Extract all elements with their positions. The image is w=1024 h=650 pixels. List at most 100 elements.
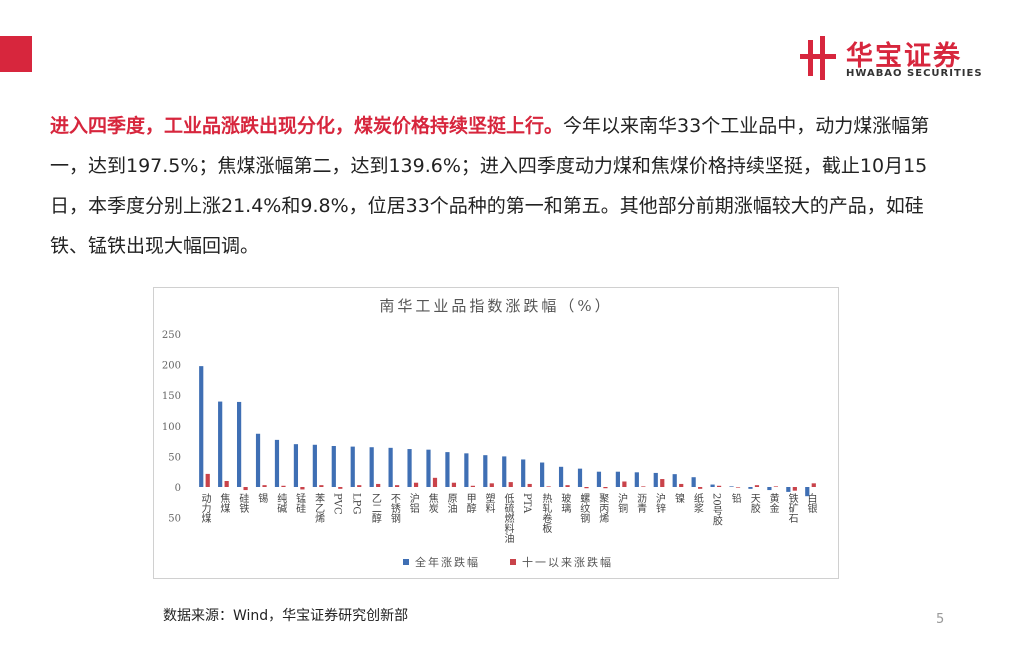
- bar: [262, 485, 267, 487]
- chart-title: 南华工业品指数涨跌幅（%）: [379, 297, 612, 315]
- paragraph: 进入四季度，工业品涨跌出现分化，煤炭价格持续坚挺上行。今年以来南华33个工业品中…: [50, 106, 955, 266]
- bar: [653, 472, 658, 487]
- bar: [300, 487, 305, 490]
- bar: [407, 449, 412, 487]
- bar: [767, 487, 772, 491]
- logo-icon: [800, 36, 840, 80]
- bar: [679, 483, 684, 487]
- source: 数据来源：Wind，华宝证券研究创新部: [163, 608, 409, 624]
- bar: [464, 453, 469, 487]
- bar: [577, 468, 583, 487]
- bar: [527, 483, 532, 487]
- bar: [376, 483, 381, 487]
- x-tick-label: 铁矿石: [786, 492, 798, 523]
- x-tick-label: 20号胶: [710, 493, 722, 527]
- bar: [558, 466, 564, 487]
- x-tick-label: 甲醇: [464, 493, 476, 514]
- x-tick-label: 沪铜: [616, 492, 628, 514]
- x-tick-label: 锡: [256, 492, 268, 504]
- bar: [811, 483, 816, 487]
- bar: [319, 485, 324, 487]
- x-tick-label: 原油: [445, 493, 457, 513]
- x-tick-label: 热轧卷板: [540, 492, 552, 534]
- y-tick-label: 250: [162, 330, 181, 341]
- x-tick-label: 乙二醇: [369, 493, 381, 524]
- bar: [805, 487, 810, 497]
- bar: [357, 485, 362, 487]
- bar: [521, 459, 526, 487]
- y-tick-label: 0: [175, 483, 181, 494]
- bar: [622, 481, 627, 487]
- bar: [293, 444, 299, 487]
- bar: [432, 477, 438, 487]
- x-tick-label: 沥青: [635, 493, 647, 514]
- x-tick-label: 天胶: [748, 493, 760, 514]
- legend-swatch: [510, 559, 516, 565]
- bar: [698, 487, 703, 489]
- bar: [710, 484, 715, 487]
- bar: [255, 433, 261, 487]
- y-tick-label: 50: [168, 452, 181, 463]
- bar: [716, 485, 722, 487]
- bar: [205, 473, 210, 487]
- bar: [388, 447, 393, 487]
- bar: [312, 444, 317, 487]
- bar: [691, 477, 696, 487]
- body-text: 今年以来南华33个工业品中，动力煤涨幅第一，达到197.5%；焦煤涨幅第二，达到…: [50, 115, 930, 257]
- x-tick-label: 沪铝: [407, 492, 419, 514]
- x-tick-label: PVC: [332, 493, 343, 515]
- x-tick-label: 焦炭: [426, 492, 438, 514]
- bar: [748, 487, 753, 489]
- bar: [445, 452, 450, 487]
- bar: [540, 462, 545, 487]
- bar: [338, 487, 343, 489]
- header-bar: [0, 36, 32, 72]
- bar: [615, 471, 620, 487]
- x-tick-label: 锰硅: [294, 492, 306, 513]
- bar: [546, 486, 551, 487]
- legend-label: 全年涨跌幅: [415, 555, 480, 569]
- bar: [350, 446, 355, 487]
- bar: [470, 485, 475, 487]
- y-tick-label: 50: [168, 514, 181, 525]
- bar: [281, 485, 286, 487]
- bar: [199, 366, 204, 487]
- x-tick-label: 螺纹钢: [578, 493, 590, 524]
- chart-frame: [153, 287, 839, 579]
- bar: [369, 447, 374, 487]
- x-tick-label: 白银: [805, 492, 817, 514]
- y-tick-label: 200: [162, 361, 181, 372]
- bar: [508, 482, 513, 487]
- chart: 南华工业品指数涨跌幅（%） 250 200 150 100 50 0 50 动力煤 焦煤 硅铁锡纯…: [162, 297, 817, 569]
- x-tick-label: PTA: [521, 493, 532, 514]
- x-tick-label: 镍: [672, 492, 684, 504]
- x-tick-label: 动力煤: [199, 493, 211, 524]
- highlight: 进入四季度，工业品涨跌出现分化，煤炭价格持续坚挺上行。: [50, 115, 564, 137]
- bar: [502, 456, 507, 487]
- bar: [483, 455, 488, 487]
- x-tick-label: 铅: [729, 492, 741, 504]
- bar: [735, 487, 741, 488]
- page-number: 5: [936, 612, 945, 627]
- bar: [565, 485, 570, 487]
- x-tick-label: 硅铁: [237, 492, 249, 514]
- bar: [413, 482, 419, 487]
- x-tick-label: 苯乙烯: [313, 492, 325, 524]
- legend-swatch: [403, 559, 409, 565]
- bar: [395, 485, 400, 487]
- bar: [243, 487, 248, 491]
- y-tick-label: 150: [162, 391, 181, 402]
- bar: [426, 449, 431, 487]
- bar: [634, 472, 639, 487]
- x-tick-label: 玻璃: [559, 492, 571, 514]
- x-tick-label: 聚丙烯: [597, 493, 609, 524]
- bar: [331, 445, 336, 487]
- bar: [584, 487, 589, 489]
- x-tick-label: 不锈钢: [388, 493, 400, 524]
- bar: [218, 401, 223, 487]
- bar: [773, 486, 779, 487]
- bar: [641, 486, 646, 487]
- y-tick-label: 100: [162, 422, 181, 433]
- bar: [489, 483, 494, 487]
